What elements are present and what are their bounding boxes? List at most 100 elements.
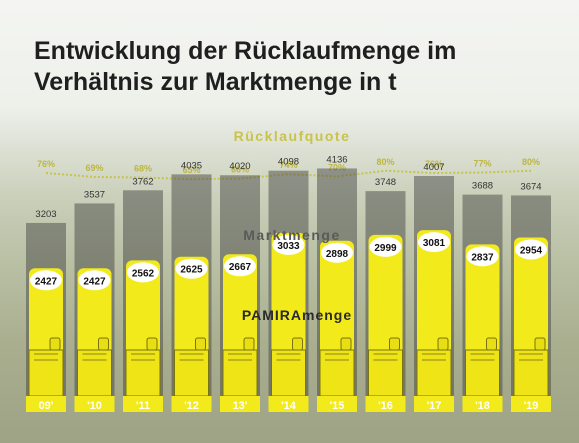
pamira-value-badge: [224, 256, 256, 277]
pamira-value-label: 2954: [520, 245, 543, 256]
category-strip: [462, 396, 503, 412]
canister-icon: [368, 349, 403, 397]
market-series-label: Marktmenge: [243, 227, 340, 243]
canister-icon: [125, 349, 161, 397]
rate-series-label: Rücklaufquote: [234, 128, 351, 144]
rate-label: 74%: [279, 160, 297, 170]
pamira-value-badge: [30, 270, 62, 291]
pamira-value-label: 3081: [423, 238, 446, 249]
category-label: '18: [475, 400, 490, 412]
canister-ribs-icon: [82, 353, 107, 361]
canister-cap-icon: [243, 337, 255, 351]
canister-ribs-icon: [276, 353, 301, 361]
category-label: '11: [136, 400, 150, 412]
market-value-label: 3688: [472, 181, 493, 192]
category-strip: [511, 396, 551, 412]
market-value-label: 4020: [229, 161, 250, 172]
market-value-label: 3537: [84, 189, 105, 200]
canister-cap-icon: [534, 337, 546, 351]
pamira-series-label: PAMIRAmenge: [242, 307, 352, 323]
pamira-value-label: 2625: [180, 265, 203, 276]
canister-cap-icon: [437, 337, 449, 351]
chart-title: Entwicklung der Rücklaufmenge im Verhält…: [34, 36, 456, 98]
market-value-label: 4007: [423, 162, 444, 173]
canister-cap-icon: [292, 337, 303, 351]
category-strip: [220, 396, 260, 412]
canister-cap-icon: [389, 337, 400, 351]
canister-cap-icon: [49, 337, 61, 351]
category-label: 13': [233, 400, 248, 412]
rate-label: 65%: [182, 165, 200, 175]
canister-ribs-icon: [131, 353, 155, 361]
canister-cap-icon: [98, 337, 109, 351]
canister-icon: [416, 349, 452, 397]
rate-label: 66%: [231, 165, 249, 175]
canister-ribs-icon: [325, 353, 349, 361]
market-value-label: 3203: [35, 209, 56, 220]
category-label: '12: [184, 400, 199, 412]
category-label: '14: [281, 400, 297, 412]
pamira-value-badge: [78, 270, 111, 291]
rate-label: 76%: [37, 159, 55, 169]
canister-icon: [271, 349, 306, 397]
canister-icon: [222, 349, 258, 397]
market-value-label: 3748: [375, 177, 396, 188]
canister-ribs-icon: [519, 353, 543, 361]
rate-label: 70%: [328, 162, 346, 172]
title-line-2: Verhältnis zur Marktmenge in t: [34, 68, 397, 96]
canister-ribs-icon: [179, 353, 204, 361]
pamira-value-label: 2427: [35, 276, 58, 287]
pamira-value-label: 2898: [326, 249, 349, 260]
category-strip: [171, 396, 212, 412]
category-strip: [414, 396, 454, 412]
pamira-value-label: 2999: [374, 243, 397, 254]
pamira-value-badge: [515, 239, 547, 260]
pamira-value-label: 2562: [132, 268, 155, 279]
canister-ribs-icon: [228, 353, 252, 361]
category-strip: [26, 396, 66, 412]
canister-ribs-icon: [34, 353, 58, 361]
category-label: '16: [378, 400, 393, 412]
market-value-label: 3674: [520, 181, 541, 192]
canister-icon: [28, 349, 64, 397]
rate-label: 69%: [85, 163, 103, 173]
canister-cap-icon: [486, 337, 497, 351]
canister-icon: [77, 349, 112, 397]
rate-label: 68%: [134, 164, 152, 174]
pamira-value-badge: [321, 242, 353, 263]
canister-cap-icon: [195, 337, 206, 351]
category-strip: [317, 396, 357, 412]
category-label: '17: [427, 400, 442, 412]
category-strip: [268, 396, 309, 412]
pamira-value-badge: [175, 258, 208, 279]
pamira-value-badge: [418, 232, 450, 253]
canister-cap-icon: [340, 337, 352, 351]
title-line-1: Entwicklung der Rücklaufmenge im: [34, 37, 457, 65]
pamira-value-label: 2427: [83, 276, 106, 287]
market-value-label: 4098: [278, 157, 299, 168]
category-label: '10: [87, 400, 102, 412]
rate-label: 76%: [425, 159, 443, 169]
canister-cap-icon: [146, 337, 158, 351]
canister-icon: [465, 349, 500, 397]
rate-label: 77%: [473, 158, 491, 168]
pamira-value-badge: [369, 236, 402, 257]
canister-ribs-icon: [373, 353, 398, 361]
market-value-label: 3762: [132, 176, 153, 187]
category-label: '15: [330, 400, 345, 412]
canister-icon: [319, 349, 355, 397]
pamira-value-label: 2667: [229, 262, 252, 273]
canister-ribs-icon: [422, 353, 446, 361]
category-label: 09': [39, 400, 54, 412]
category-strip: [123, 396, 163, 412]
canister-ribs-icon: [470, 353, 495, 361]
market-value-label: 4035: [181, 160, 202, 171]
canister-icon: [174, 349, 209, 397]
market-value-label: 4136: [326, 154, 347, 165]
rate-label: 80%: [376, 157, 394, 167]
rate-line: [45, 169, 532, 181]
category-strip: [365, 396, 406, 412]
category-strip: [74, 396, 115, 412]
